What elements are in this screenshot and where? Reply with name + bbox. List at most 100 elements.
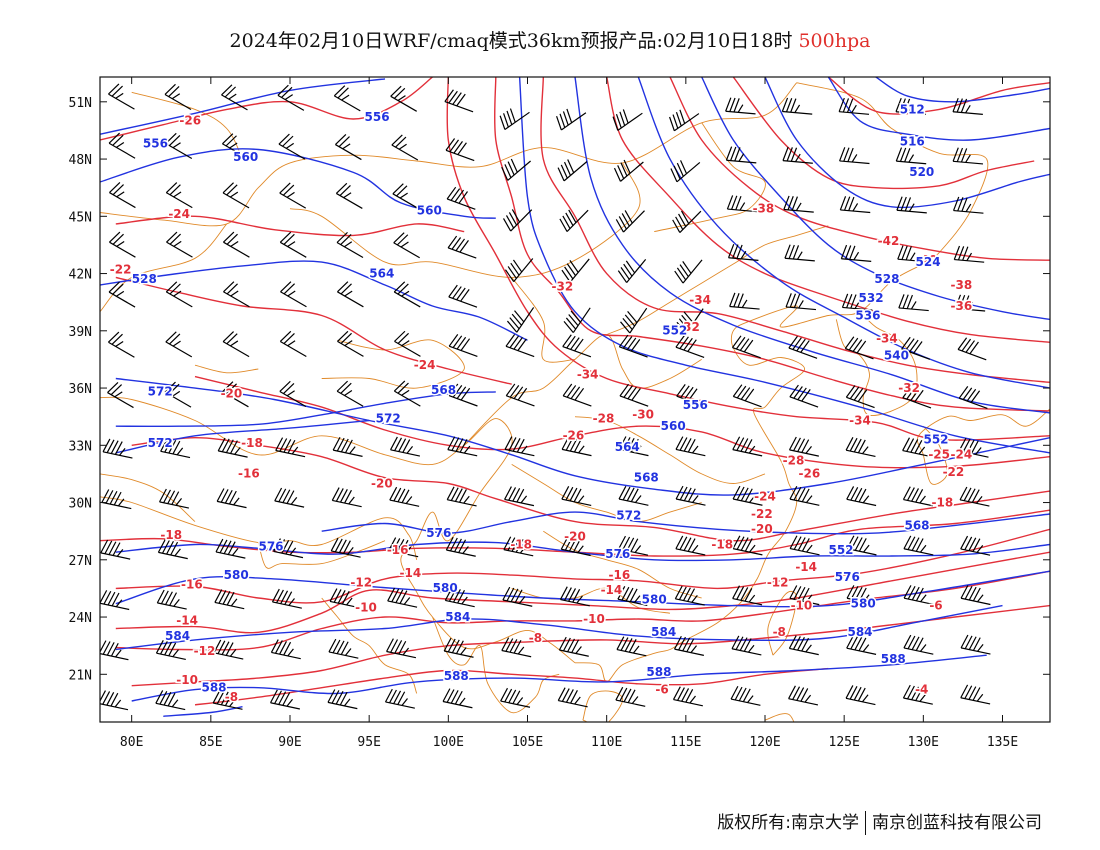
wind-barb bbox=[213, 639, 244, 660]
wind-barb bbox=[896, 196, 927, 214]
wind-barb bbox=[506, 307, 535, 333]
temperature-contour-label: -34 bbox=[577, 368, 599, 382]
wind-barb bbox=[100, 640, 129, 661]
lat-tick-label: 45N bbox=[69, 210, 92, 225]
wind-barb bbox=[561, 258, 590, 283]
height-contour-line bbox=[115, 419, 370, 454]
height-contour-label: 528 bbox=[132, 272, 157, 286]
wind-barb bbox=[109, 182, 136, 209]
wind-barb bbox=[732, 384, 762, 408]
temperature-contour-label: -24 bbox=[754, 490, 776, 504]
temperature-contour-label: -16 bbox=[238, 467, 260, 481]
wind-barb bbox=[271, 588, 302, 609]
wind-barb bbox=[730, 685, 761, 706]
wind-barb bbox=[279, 182, 307, 209]
wind-barb bbox=[612, 109, 643, 131]
wind-barb bbox=[445, 536, 476, 557]
wind-barb bbox=[562, 334, 592, 358]
height-contour-label: 584 bbox=[847, 625, 872, 639]
wind-barb bbox=[901, 336, 931, 360]
wind-barb bbox=[672, 210, 702, 233]
wind-barb bbox=[674, 585, 705, 606]
latitude-axis: 51N 48N 45N 42N 39N 36N 33N 30N 27N 24N 21N bbox=[69, 96, 1050, 683]
height-contour-label: 556 bbox=[365, 110, 390, 124]
wind-barb bbox=[846, 535, 877, 556]
wind-barb bbox=[502, 586, 533, 607]
wind-barb bbox=[386, 638, 417, 659]
wind-barb bbox=[903, 535, 934, 556]
temperature-contour-line bbox=[115, 528, 1050, 604]
height-contour-label: 528 bbox=[874, 272, 899, 286]
wind-barb bbox=[785, 293, 817, 311]
temperature-contour-label: -32 bbox=[551, 280, 573, 294]
wind-barb bbox=[393, 232, 420, 259]
wind-barb bbox=[502, 209, 533, 232]
wind-barb bbox=[789, 585, 820, 606]
temperature-contour-label: -10 bbox=[583, 612, 605, 626]
wind-barb bbox=[789, 535, 820, 556]
country-borders bbox=[100, 82, 1050, 722]
temperature-contour-line bbox=[131, 604, 1050, 687]
temperature-contour-label: -4 bbox=[915, 682, 928, 696]
wind-barb bbox=[732, 436, 763, 457]
height-contour-label: 588 bbox=[881, 652, 906, 666]
wind-barb bbox=[897, 245, 928, 263]
temperature-contour-label: -36 bbox=[950, 299, 972, 313]
wind-barb bbox=[562, 383, 592, 407]
wind-barb bbox=[279, 380, 307, 408]
wind-barb bbox=[221, 84, 248, 111]
wind-barb bbox=[958, 437, 989, 458]
wind-barb bbox=[391, 134, 419, 161]
height-contour-label: 524 bbox=[916, 255, 941, 269]
temperature-contour-label: -18 bbox=[711, 537, 733, 551]
wind-barb bbox=[221, 133, 249, 160]
height-contour-line bbox=[100, 260, 528, 341]
wind-barb bbox=[107, 382, 134, 409]
wind-barb bbox=[838, 97, 870, 115]
height-contour-label: 540 bbox=[884, 348, 909, 362]
temperature-contour-label: -24 bbox=[414, 358, 436, 372]
temperature-contour-line bbox=[540, 77, 1050, 383]
height-contour-label: 564 bbox=[615, 440, 640, 454]
wind-barb bbox=[165, 331, 193, 358]
height-contour-label: 572 bbox=[376, 411, 401, 425]
height-contour-label: 572 bbox=[148, 385, 173, 399]
wind-barb bbox=[448, 334, 478, 358]
wind-barb bbox=[155, 640, 186, 661]
lat-tick-label: 24N bbox=[69, 611, 92, 626]
wind-barb bbox=[327, 689, 358, 710]
lat-tick-label: 30N bbox=[69, 497, 92, 512]
wind-barb bbox=[336, 231, 364, 259]
wind-barb bbox=[503, 536, 534, 557]
border-line bbox=[432, 616, 560, 714]
lon-tick-label: 130E bbox=[908, 735, 939, 750]
height-contour-line bbox=[321, 511, 1050, 535]
wind-barb bbox=[615, 210, 645, 233]
wind-barb bbox=[448, 284, 478, 308]
wind-barb bbox=[214, 589, 245, 610]
wind-barb bbox=[100, 690, 129, 711]
height-contour-label: 580 bbox=[851, 597, 876, 611]
lon-tick-label: 100E bbox=[433, 735, 464, 750]
height-contour-label: 560 bbox=[661, 419, 686, 433]
height-contour-line bbox=[100, 78, 386, 135]
longitude-axis: 80E 85E 90E 95E 100E 105E 110E 115E 120E 125E 130E… bbox=[120, 77, 1018, 750]
border-line bbox=[100, 473, 196, 522]
lon-tick-label: 90E bbox=[278, 735, 301, 750]
temperature-contour-label: -10 bbox=[791, 598, 813, 612]
wind-barb bbox=[902, 385, 932, 409]
wind-barb bbox=[613, 159, 644, 182]
wind-barb bbox=[673, 635, 704, 656]
temperature-contour-label: -16 bbox=[181, 577, 203, 591]
temperature-contour-line bbox=[732, 77, 1035, 190]
border-line bbox=[100, 496, 418, 560]
height-contour-label: 536 bbox=[855, 308, 880, 322]
wind-barb bbox=[217, 437, 248, 458]
temperature-contour-label: -8 bbox=[773, 625, 786, 639]
height-contour-label: 584 bbox=[165, 629, 190, 643]
wind-barb bbox=[960, 634, 991, 655]
height-contour-label: 568 bbox=[634, 471, 659, 485]
wind-barb bbox=[620, 307, 648, 334]
wind-barb bbox=[108, 331, 135, 358]
